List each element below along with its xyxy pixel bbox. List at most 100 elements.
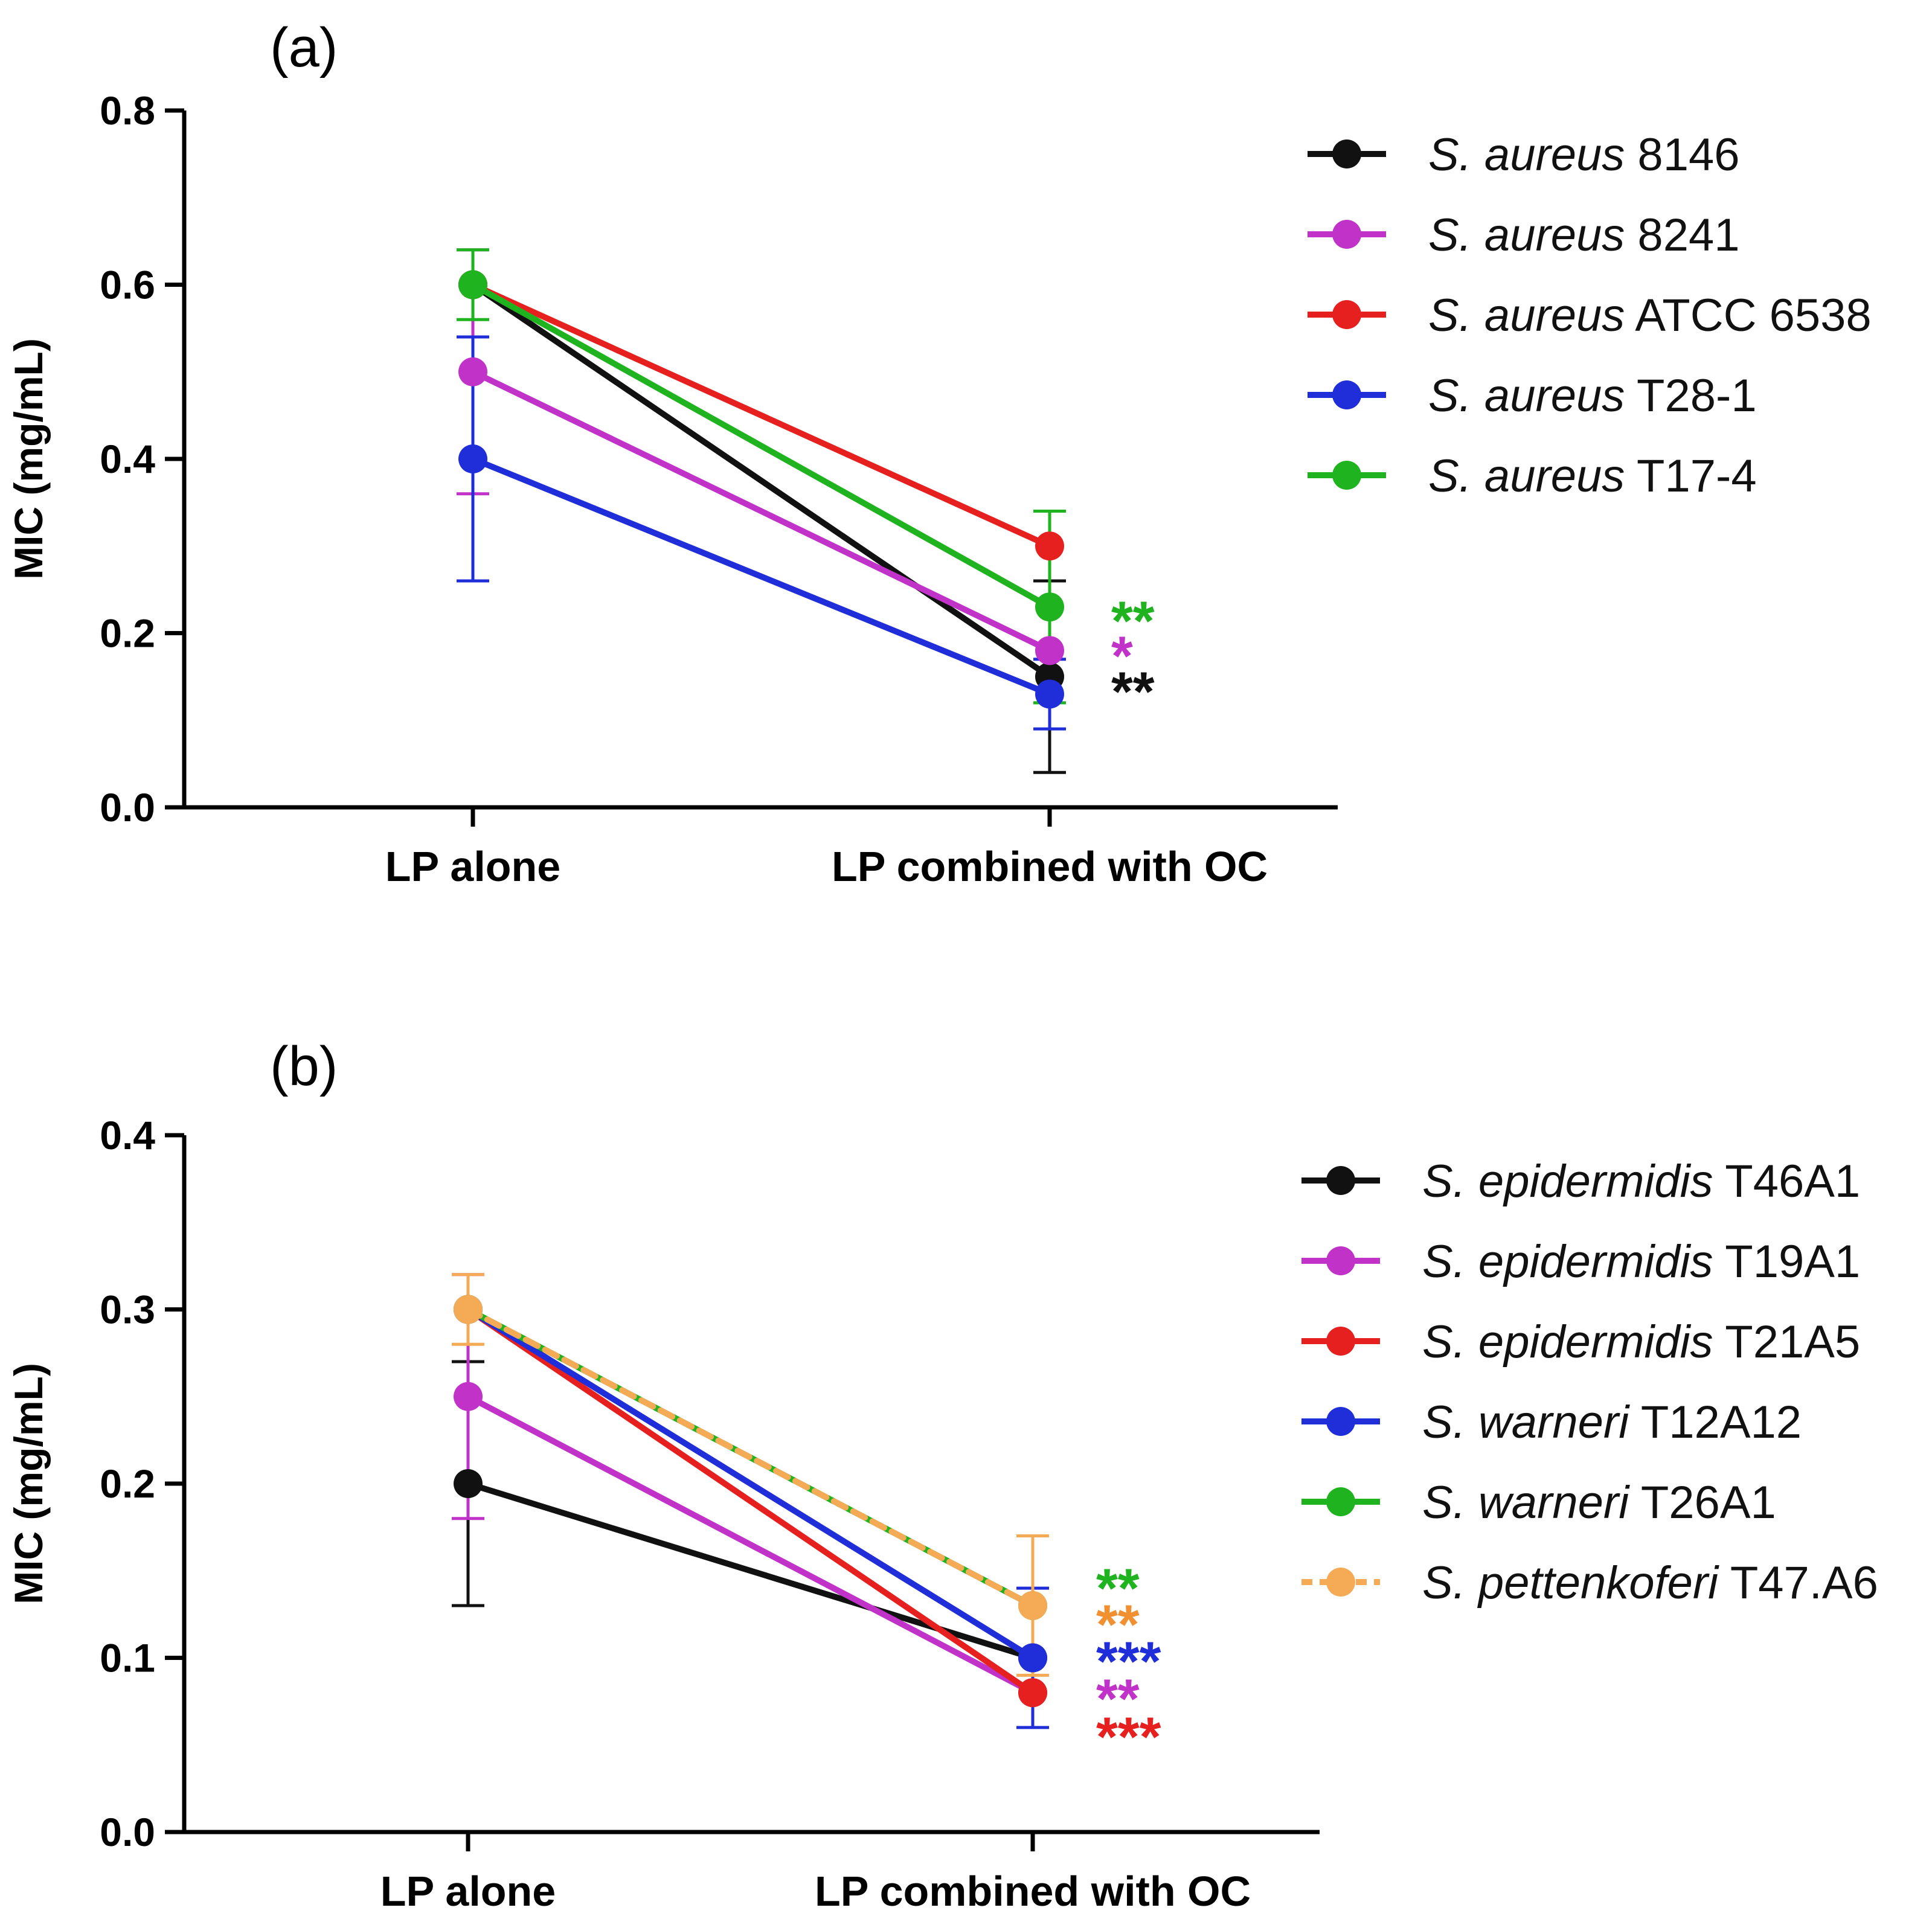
legend-label: S. aureus 8146 (1428, 129, 1740, 181)
legend-label: S. epidermidis T21A5 (1422, 1316, 1860, 1368)
legend-label: S. warneri T26A1 (1422, 1477, 1776, 1528)
data-point-8241 (458, 357, 487, 386)
legend-species: S. aureus (1428, 450, 1625, 502)
legend-swatch-marker (1326, 1166, 1355, 1195)
significance-marker: ** (1096, 1558, 1140, 1619)
legend-swatch-marker (1326, 1246, 1355, 1275)
legend-item: S. aureus 8241 (1308, 210, 1740, 261)
significance-marker: ** (1096, 1668, 1140, 1730)
legend-strain: T26A1 (1629, 1477, 1776, 1528)
series-line-8241 (470, 368, 1053, 654)
legend-species: S. warneri (1422, 1477, 1630, 1528)
series-line-atcc-6538 (470, 281, 1053, 549)
legend-swatch-marker (1326, 1407, 1355, 1436)
legend-label: S. epidermidis T46A1 (1422, 1156, 1860, 1207)
data-point-t47-a6 (454, 1295, 483, 1324)
legend-strain: T21A5 (1713, 1316, 1861, 1368)
y-tick-label: 0.4 (100, 437, 155, 481)
data-point-t47-a6 (1018, 1591, 1047, 1620)
data-point-atcc-6538 (1035, 531, 1064, 561)
y-axis-title: MIC (mg/mL) (6, 1363, 51, 1604)
series-line-t28-1 (470, 456, 1053, 697)
legend-strain: T28-1 (1625, 370, 1756, 421)
series-line-t47-a6 (465, 1306, 1036, 1609)
panel-label: (a) (270, 17, 338, 78)
significance-marker: ** (1111, 661, 1155, 723)
legend-swatch-marker (1326, 1568, 1355, 1597)
data-point-t17-4 (458, 270, 487, 300)
significance-marker: ** (1111, 591, 1155, 652)
chart-panel-a: (a) 0.0 0.2 0.4 0.6 0.8 LP alone LP combined wi… (6, 17, 1872, 890)
series-line-t19a1 (465, 1393, 1036, 1696)
series-line-8146 (470, 281, 1053, 680)
panel-label: (b) (270, 1036, 338, 1097)
legend-label: S. epidermidis T19A1 (1422, 1236, 1860, 1287)
legend-swatch-marker (1326, 1327, 1355, 1356)
significance-marker: *** (1096, 1706, 1161, 1768)
legend-strain: 8241 (1625, 210, 1739, 261)
legend-strain: T19A1 (1713, 1236, 1861, 1287)
legend-item: S. epidermidis T46A1 (1301, 1156, 1860, 1207)
legend-label: S. aureus T28-1 (1428, 370, 1757, 421)
legend-swatch-marker (1332, 300, 1361, 329)
data-point-t46a1 (454, 1469, 483, 1498)
significance-marker: * (1111, 626, 1133, 687)
y-tick-label: 0.0 (100, 1810, 155, 1854)
legend-species: S. epidermidis (1422, 1316, 1713, 1368)
y-tick-label: 0.3 (100, 1287, 155, 1332)
legend-item: S. pettenkoferi T47.A6 (1301, 1557, 1878, 1609)
x-category-label: LP alone (385, 843, 560, 890)
y-tick-label: 0.4 (100, 1113, 155, 1158)
data-point-8241 (1035, 636, 1064, 665)
legend-label: S. pettenkoferi T47.A6 (1422, 1557, 1878, 1609)
y-axis-title: MIC (mg/mL) (6, 338, 51, 580)
series-line-t17-4 (470, 281, 1053, 610)
legend-item: S. epidermidis T21A5 (1301, 1316, 1860, 1368)
legend-species: S. epidermidis (1422, 1156, 1713, 1207)
data-point-t28-1 (1035, 679, 1064, 709)
legend-label: S. aureus ATCC 6538 (1428, 290, 1872, 341)
data-point-t19a1 (454, 1382, 483, 1411)
legend-swatch-marker (1332, 380, 1361, 409)
data-point-t21a5 (1018, 1678, 1047, 1708)
legend-strain: T46A1 (1713, 1156, 1861, 1207)
legend-item: S. warneri T12A12 (1301, 1397, 1802, 1448)
legend-species: S. aureus (1428, 210, 1625, 261)
significance-marker: ** (1096, 1594, 1140, 1656)
series-line-t21a5 (465, 1306, 1036, 1696)
legend-strain: 8146 (1625, 129, 1739, 181)
y-tick-label: 0.2 (100, 1461, 155, 1506)
legend-strain: ATCC 6538 (1625, 290, 1871, 341)
data-point-t17-4 (1035, 592, 1064, 622)
x-category-label: LP combined with OC (815, 1868, 1251, 1915)
y-tick-label: 0.0 (100, 785, 155, 830)
legend-item: S. aureus 8146 (1308, 129, 1740, 181)
series-line-t12a12 (465, 1306, 1036, 1661)
legend-swatch-marker (1326, 1487, 1355, 1516)
legend-label: S. aureus 8241 (1428, 210, 1740, 261)
legend-species: S. aureus (1428, 370, 1625, 421)
legend-species: S. epidermidis (1422, 1236, 1713, 1287)
legend-item: S. warneri T26A1 (1301, 1477, 1776, 1528)
significance-marker: *** (1096, 1631, 1161, 1693)
legend-swatch-marker (1332, 461, 1361, 490)
legend-species: S. aureus (1428, 290, 1625, 341)
legend-swatch-marker (1332, 220, 1361, 249)
x-category-label: LP combined with OC (832, 843, 1268, 890)
x-category-label: LP alone (380, 1868, 556, 1915)
y-tick-label: 0.6 (100, 263, 155, 307)
chart-panel-b: (b) 0.0 0.1 0.2 0.3 0.4 LP alone LP combined wi… (6, 1036, 1878, 1915)
legend-species: S. pettenkoferi (1422, 1557, 1719, 1609)
y-tick-label: 0.2 (100, 611, 155, 656)
legend-swatch-marker (1332, 139, 1361, 168)
legend-species: S. aureus (1428, 129, 1625, 181)
legend-item: S. aureus T28-1 (1308, 370, 1757, 421)
legend-item: S. epidermidis T19A1 (1301, 1236, 1860, 1287)
legend-item: S. aureus ATCC 6538 (1308, 290, 1872, 341)
legend-item: S. aureus T17-4 (1308, 450, 1757, 502)
legend-strain: T12A12 (1629, 1397, 1802, 1448)
y-tick-label: 0.8 (100, 88, 155, 133)
legend-species: S. warneri (1422, 1397, 1630, 1448)
